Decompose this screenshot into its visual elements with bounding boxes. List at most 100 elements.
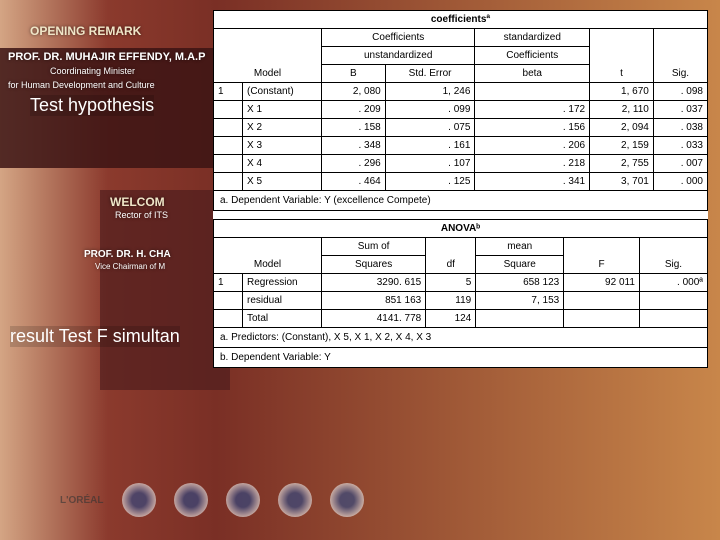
cell: 1 [214, 274, 243, 292]
cell: . 161 [385, 137, 475, 155]
hdr-t: t [590, 29, 654, 83]
table-row: 1 Regression 3290. 615 5 658 123 92 011 … [214, 274, 708, 292]
cell: . 000ª [639, 274, 707, 292]
hdr-b: B [322, 65, 386, 83]
cell: 851 163 [322, 292, 426, 310]
rector-text: Rector of ITS [115, 210, 168, 222]
partner-logo-icon [330, 483, 364, 517]
cell: Regression [243, 274, 322, 292]
cell: X 1 [243, 101, 322, 119]
cell [214, 292, 243, 310]
cell: . 107 [385, 155, 475, 173]
anova-footnote-a: a. Predictors: (Constant), X 5, X 1, X 2… [214, 328, 708, 348]
result-f-label: result Test F simultan [10, 326, 180, 347]
opening-remark: OPENING REMARK [30, 24, 141, 40]
cell: (Constant) [243, 83, 322, 101]
cell: . 033 [653, 137, 707, 155]
hdr-coefficients: Coefficients [322, 29, 475, 47]
cell [475, 83, 590, 101]
cell: . 348 [322, 137, 386, 155]
cell: residual [243, 292, 322, 310]
table-row: 1 (Constant) 2, 080 1, 246 1, 670 . 098 [214, 83, 708, 101]
cell: 1 [214, 83, 243, 101]
hdr-squares: Squares [322, 256, 426, 274]
hdr-sumof: Sum of [322, 238, 426, 256]
coefficients-table: coefficientsª Model Coefficients standar… [213, 10, 708, 211]
table-row: X 5 . 464 . 125 . 341 3, 701 . 000 [214, 173, 708, 191]
cell: 3290. 615 [322, 274, 426, 292]
cell: . 464 [322, 173, 386, 191]
table-row: Total 4141. 778 124 [214, 310, 708, 328]
cell: . 209 [322, 101, 386, 119]
cell: X 4 [243, 155, 322, 173]
cell: . 341 [475, 173, 590, 191]
cell: 2, 110 [590, 101, 654, 119]
partner-logo-icon [278, 483, 312, 517]
cell: 1, 670 [590, 83, 654, 101]
cell [639, 292, 707, 310]
hdr-beta: beta [475, 65, 590, 83]
cell: . 099 [385, 101, 475, 119]
cell: 124 [426, 310, 476, 328]
hdr-df: df [426, 238, 476, 274]
cell [214, 119, 243, 137]
cell: . 296 [322, 155, 386, 173]
hdr-f: F [564, 238, 640, 274]
cell: X 3 [243, 137, 322, 155]
cell: . 125 [385, 173, 475, 191]
cell: 92 011 [564, 274, 640, 292]
speaker-role2: for Human Development and Culture [8, 80, 155, 92]
hdr-sig: Sig. [653, 29, 707, 83]
tables-area: coefficientsª Model Coefficients standar… [213, 10, 708, 368]
cell [214, 137, 243, 155]
cell: 2, 080 [322, 83, 386, 101]
cell: 7, 153 [476, 292, 564, 310]
cell: 2, 094 [590, 119, 654, 137]
cell [214, 155, 243, 173]
partner-logo-icon [174, 483, 208, 517]
hdr-model2: Model [214, 238, 322, 274]
cell: 4141. 778 [322, 310, 426, 328]
cell [476, 310, 564, 328]
hdr-mean: mean [476, 238, 564, 256]
cell: . 007 [653, 155, 707, 173]
cell: . 206 [475, 137, 590, 155]
cell: 1, 246 [385, 83, 475, 101]
cell: 2, 159 [590, 137, 654, 155]
cell: 3, 701 [590, 173, 654, 191]
partner-logo-icon [122, 483, 156, 517]
speaker-name: PROF. DR. MUHAJIR EFFENDY, M.A.P [8, 50, 205, 64]
cell [214, 310, 243, 328]
cell [214, 173, 243, 191]
table-row: residual 851 163 119 7, 153 [214, 292, 708, 310]
cell: Total [243, 310, 322, 328]
loreal-logo: L'ORÉAL [60, 495, 104, 506]
cell: . 098 [653, 83, 707, 101]
cell: . 075 [385, 119, 475, 137]
cell: . 218 [475, 155, 590, 173]
hdr-sig2: Sig. [639, 238, 707, 274]
logo-row: L'ORÉAL [60, 475, 460, 525]
cell: . 038 [653, 119, 707, 137]
vice-chairman-text: Vice Chairman of M [95, 262, 165, 272]
test-hypothesis-label: Test hypothesis [30, 95, 154, 116]
hdr-model: Model [214, 29, 322, 83]
chairman-text: PROF. DR. H. CHA [84, 248, 171, 261]
cell: . 158 [322, 119, 386, 137]
hdr-standardized: standardized [475, 29, 590, 47]
cell: X 5 [243, 173, 322, 191]
cell [564, 292, 640, 310]
table-row: X 3 . 348 . 161 . 206 2, 159 . 033 [214, 137, 708, 155]
table-row: X 1 . 209 . 099 . 172 2, 110 . 037 [214, 101, 708, 119]
cell [214, 101, 243, 119]
cell: 2, 755 [590, 155, 654, 173]
cell: . 000 [653, 173, 707, 191]
table-row: X 4 . 296 . 107 . 218 2, 755 . 007 [214, 155, 708, 173]
speaker-role1: Coordinating Minister [50, 66, 135, 78]
anova-title: ANOVAᵇ [214, 220, 708, 238]
welcome-text: WELCOM [110, 195, 165, 211]
cell: 658 123 [476, 274, 564, 292]
hdr-unstd: unstandardized [322, 47, 475, 65]
hdr-coef2: Coefficients [475, 47, 590, 65]
cell [639, 310, 707, 328]
